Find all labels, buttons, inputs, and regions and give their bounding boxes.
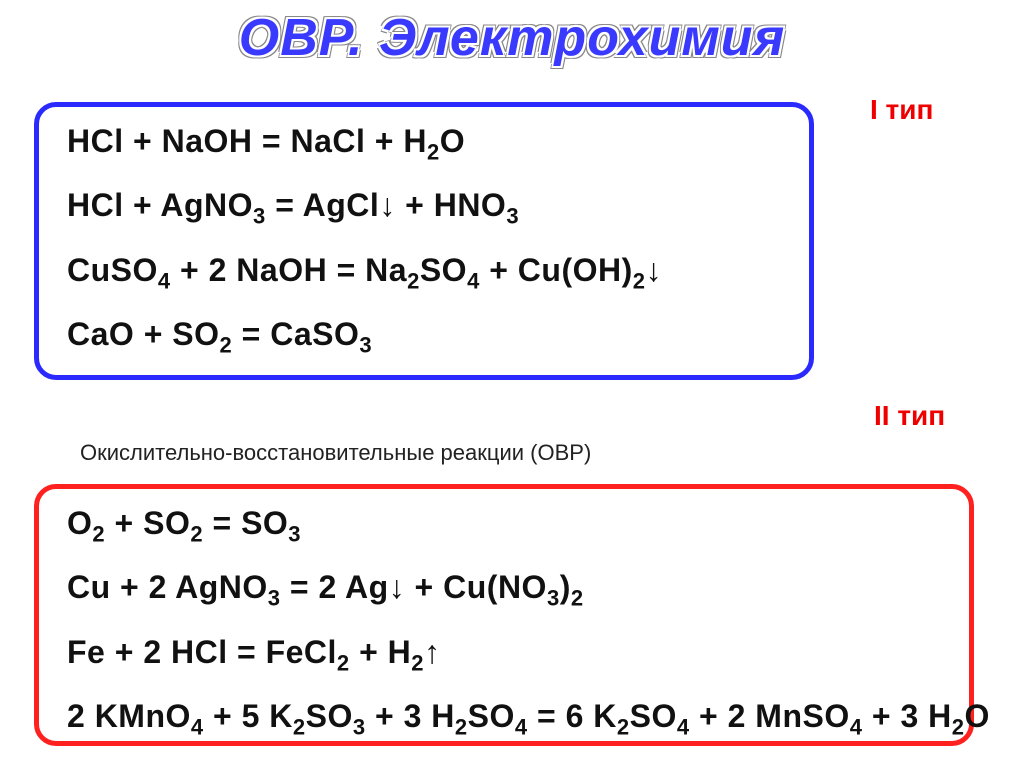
- type-1-box: HCl + NaOH = NaCl + H2O HCl + AgNO3 = AgC…: [34, 102, 814, 380]
- type-2-box: O2 + SO2 = SO3 Cu + 2 AgNO3 = 2 Ag↓ + Cu(…: [34, 484, 974, 746]
- equation: Cu + 2 AgNO3 = 2 Ag↓ + Cu(NO3)2: [67, 571, 941, 609]
- equation: O2 + SO2 = SO3: [67, 507, 941, 545]
- equation: CaO + SO2 = CaSO3: [67, 318, 781, 356]
- type-1-label: I тип: [870, 94, 933, 126]
- equation: Fe + 2 HCl = FeCl2 + H2↑: [67, 636, 941, 674]
- type-2-label: II тип: [874, 400, 945, 432]
- title-wrapper: ОВР. Электрохимия: [0, 0, 1024, 68]
- ovr-caption: Окислительно-восстановительные реакции (…: [80, 440, 591, 466]
- equation: HCl + AgNO3 = AgCl↓ + HNO3: [67, 189, 781, 227]
- page-title: ОВР. Электрохимия: [239, 8, 785, 68]
- equation: HCl + NaOH = NaCl + H2O: [67, 125, 781, 163]
- equation: CuSO4 + 2 NaOH = Na2SO4 + Cu(OH)2↓: [67, 254, 781, 292]
- equation: 2 KMnO4 + 5 K2SO3 + 3 H2SO4 = 6 K2SO4 + …: [67, 700, 941, 738]
